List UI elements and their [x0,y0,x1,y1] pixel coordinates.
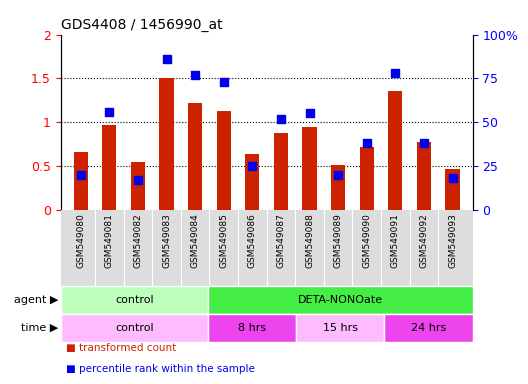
Text: GSM549082: GSM549082 [134,214,143,268]
Point [391,70,400,76]
Bar [102,125,117,210]
Bar [417,142,431,210]
Text: GSM549089: GSM549089 [334,214,343,268]
Text: agent ▶: agent ▶ [14,295,58,305]
Bar [131,162,145,210]
Point [248,163,257,169]
Bar [61,210,473,286]
Text: GSM549083: GSM549083 [162,214,171,268]
Point [77,172,85,178]
Point [162,56,171,62]
Bar [274,132,288,210]
Point [277,116,285,122]
Text: ■ percentile rank within the sample: ■ percentile rank within the sample [66,364,255,374]
Bar [159,78,174,210]
Text: GSM549085: GSM549085 [219,214,228,268]
Text: control: control [115,295,154,305]
Text: GSM549087: GSM549087 [277,214,286,268]
Bar [245,154,259,210]
Text: 24 hrs: 24 hrs [411,323,446,333]
Bar [446,169,460,210]
Point [220,79,228,85]
Bar [216,111,231,210]
Text: ■ transformed count: ■ transformed count [66,343,176,353]
Text: GSM549084: GSM549084 [191,214,200,268]
Bar [360,147,374,210]
Point [334,172,342,178]
Text: 15 hrs: 15 hrs [323,323,357,333]
Bar [61,314,208,342]
Text: time ▶: time ▶ [21,323,58,333]
Point [191,72,200,78]
Text: DETA-NONOate: DETA-NONOate [298,295,383,305]
Text: GSM549093: GSM549093 [448,214,457,268]
Text: GSM549081: GSM549081 [105,214,114,268]
Point [305,110,314,116]
Point [134,177,142,183]
Bar [73,152,88,210]
Bar [188,103,202,210]
Bar [61,286,208,314]
Bar [208,314,296,342]
Text: GSM549091: GSM549091 [391,214,400,268]
Bar [388,91,402,210]
Text: GSM549088: GSM549088 [305,214,314,268]
Text: GDS4408 / 1456990_at: GDS4408 / 1456990_at [61,18,222,32]
Bar [331,165,345,210]
Text: GSM549090: GSM549090 [362,214,371,268]
Point [363,140,371,146]
Bar [303,127,317,210]
Point [448,175,457,181]
Text: 8 hrs: 8 hrs [238,323,266,333]
Text: GSM549086: GSM549086 [248,214,257,268]
Text: GSM549080: GSM549080 [76,214,85,268]
Point [420,140,428,146]
Bar [384,314,473,342]
Bar [296,314,384,342]
Text: control: control [115,323,154,333]
Bar [208,286,473,314]
Point [105,109,114,115]
Text: GSM549092: GSM549092 [419,214,428,268]
